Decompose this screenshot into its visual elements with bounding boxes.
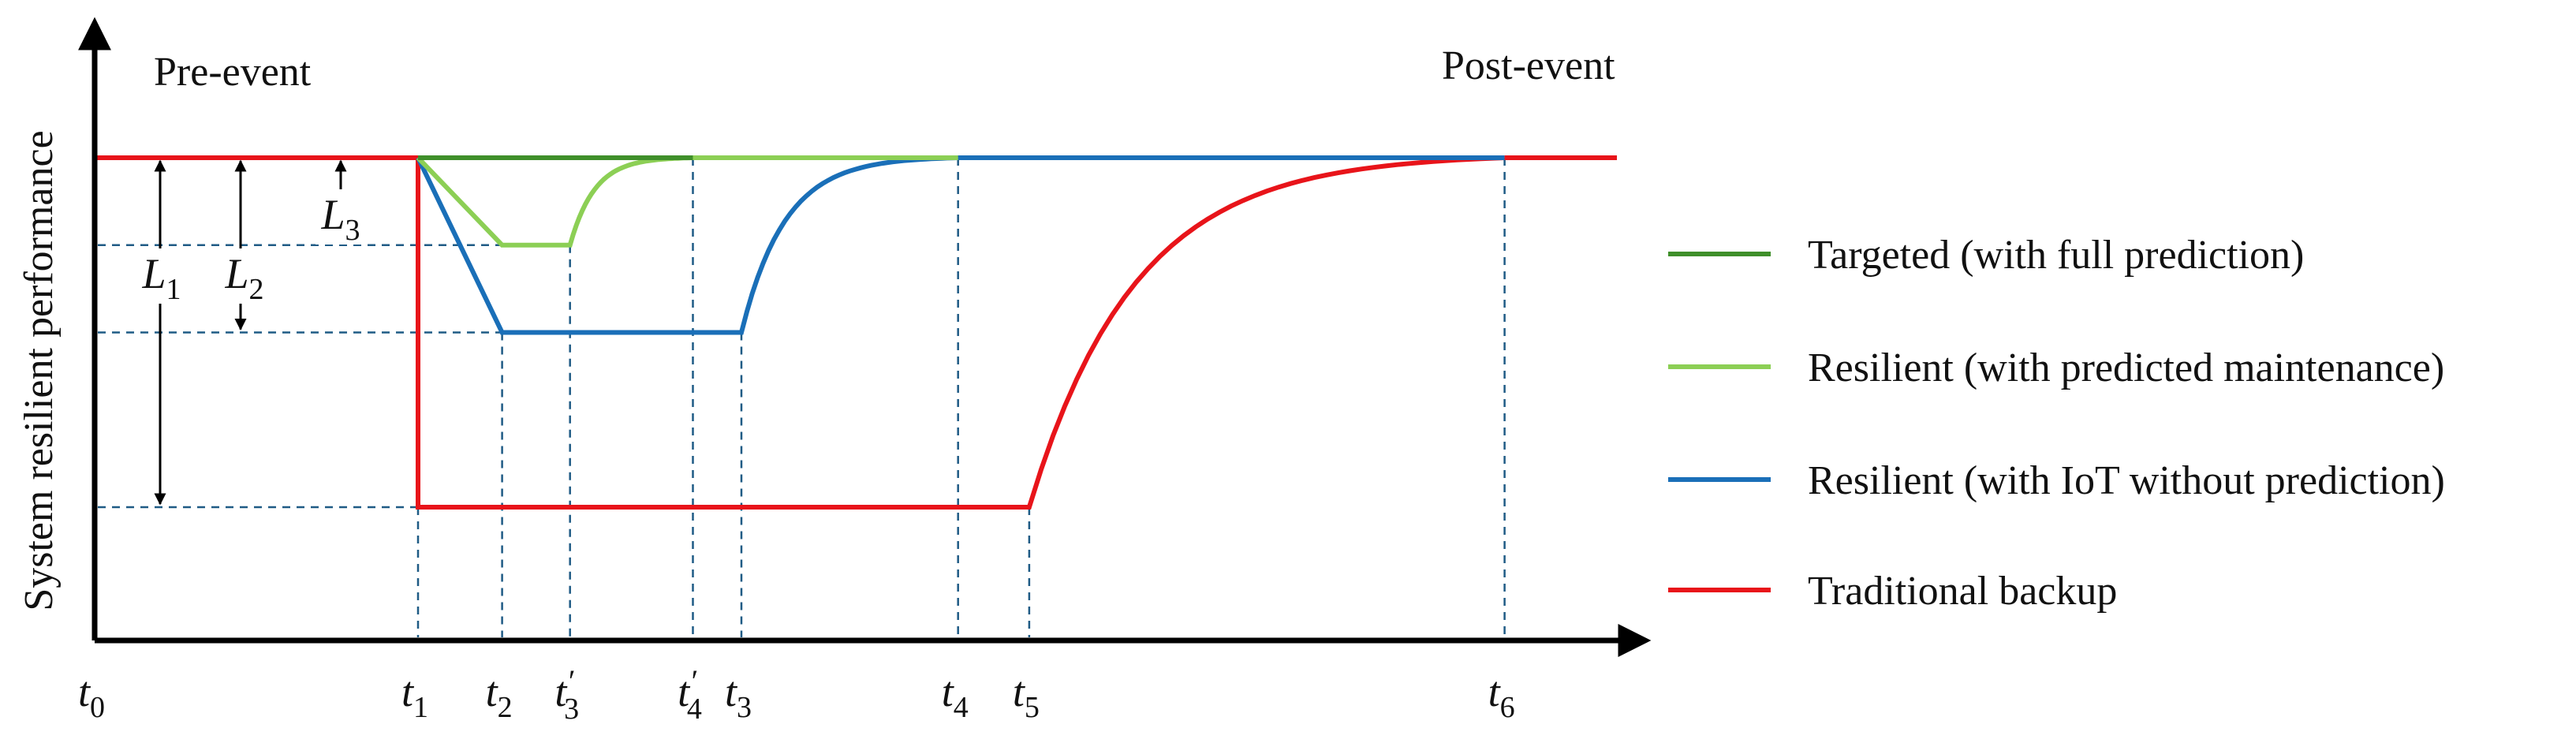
- performance-curves: [95, 155, 1617, 510]
- tick-label-t1: t1: [401, 668, 428, 724]
- tick-label-t3p: t′ 3: [554, 663, 579, 726]
- tick-label-t0: t0: [78, 668, 105, 724]
- time-tick-labels: t0 t1 t2 t′ 3 t′ 4 t3 t4 t5 t6: [78, 663, 1515, 726]
- tick-label-t3: t3: [725, 668, 752, 724]
- curve-resilient-iot: [416, 155, 1505, 335]
- tick-label-t2: t2: [486, 668, 513, 724]
- dashed-guides: [98, 158, 1506, 637]
- loss-label-L3: L3: [320, 191, 360, 247]
- legend: Targeted (with full prediction) Resilient…: [1668, 233, 2445, 614]
- loss-label-L1: L1: [141, 250, 181, 306]
- loss-labels: L1 L2 L3: [136, 189, 366, 306]
- legend-label-traditional: Traditional backup: [1808, 569, 2117, 614]
- y-axis-label: System resilient performance: [17, 130, 62, 610]
- curve-traditional-backup: [95, 155, 1505, 510]
- pre-event-label: Pre-event: [154, 50, 312, 95]
- tick-label-t6: t6: [1488, 668, 1515, 724]
- tick-label-t5: t5: [1013, 668, 1040, 724]
- loss-label-L2: L2: [224, 250, 263, 306]
- tick-label-t4: t4: [942, 668, 969, 724]
- legend-item-predicted: Resilient (with predicted maintenance): [1668, 345, 2444, 390]
- legend-label-iot: Resilient (with IoT without prediction): [1808, 458, 2445, 503]
- legend-item-iot: Resilient (with IoT without prediction): [1668, 458, 2445, 503]
- legend-item-targeted: Targeted (with full prediction): [1668, 233, 2304, 278]
- tick-label-t4p: t′ 4: [678, 663, 702, 726]
- legend-label-predicted: Resilient (with predicted maintenance): [1808, 345, 2444, 390]
- curve-resilient-predicted: [416, 155, 958, 248]
- post-event-label: Post-event: [1442, 43, 1615, 88]
- legend-label-targeted: Targeted (with full prediction): [1808, 233, 2304, 278]
- legend-item-traditional: Traditional backup: [1668, 569, 2117, 614]
